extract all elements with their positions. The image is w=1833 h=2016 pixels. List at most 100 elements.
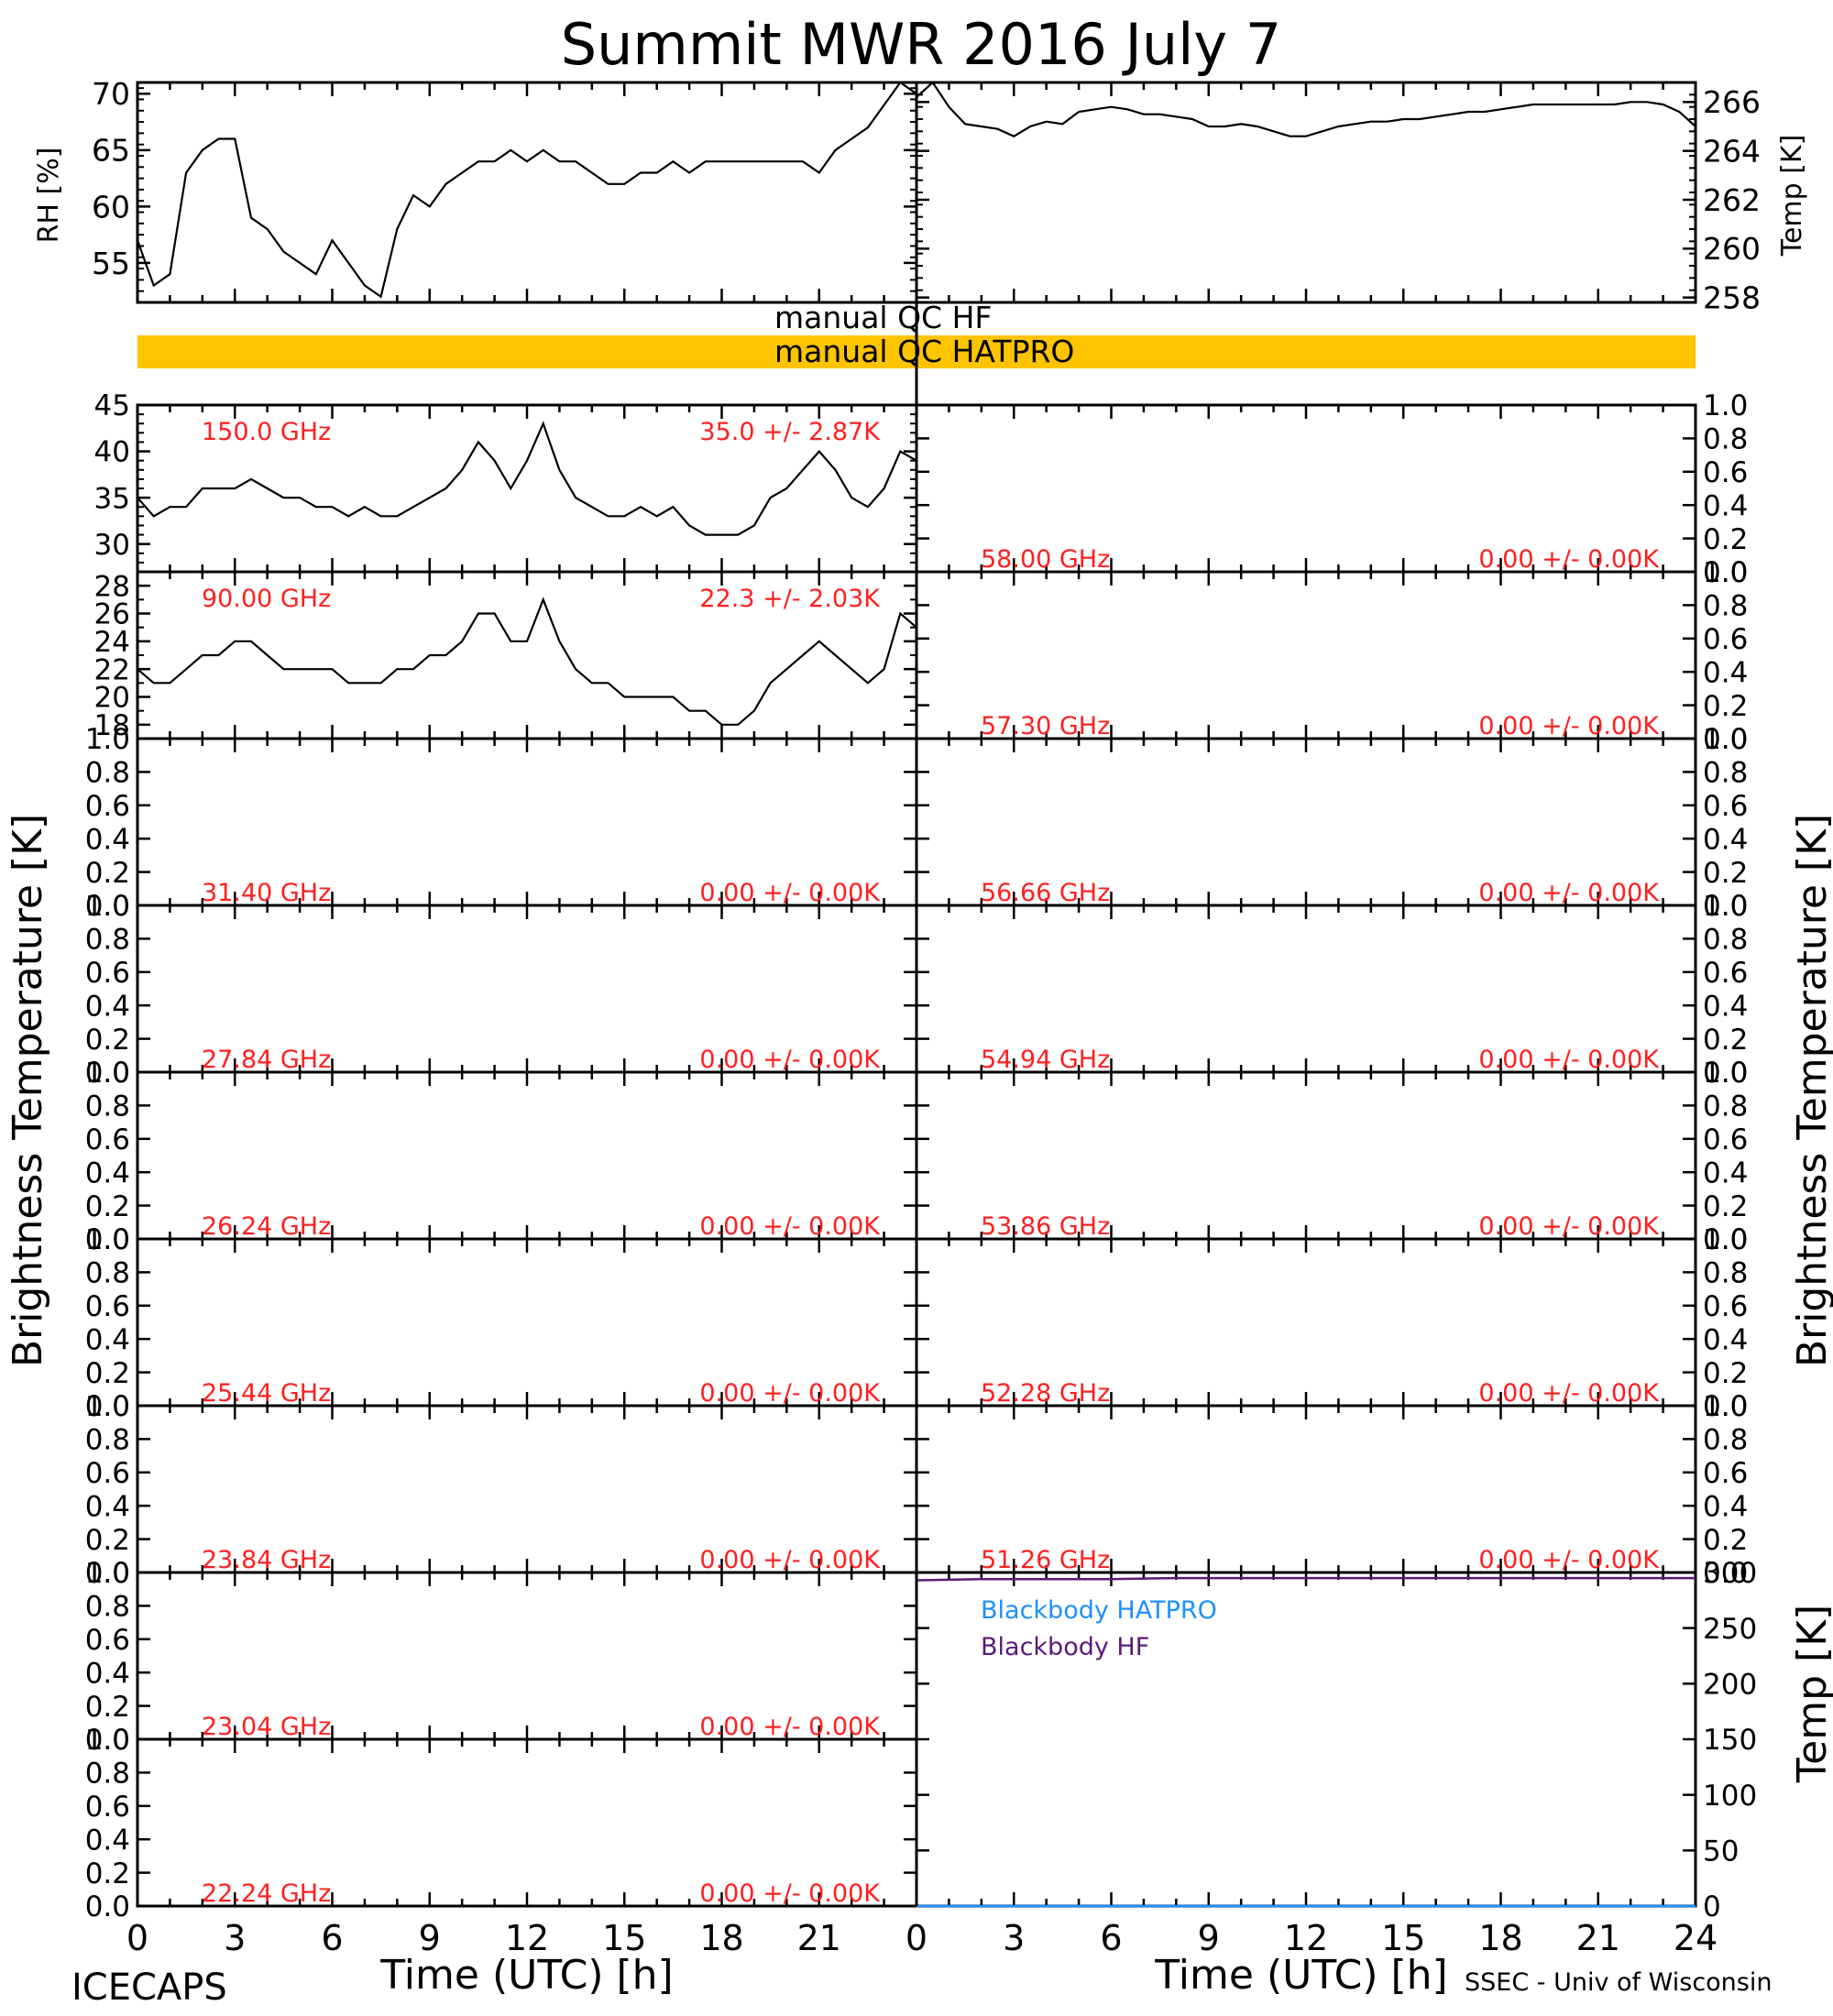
panel-frame-temp <box>915 81 1697 304</box>
qc-hatpro-label: manual QC HATPRO <box>774 334 1074 369</box>
series-line-temp <box>916 81 1696 137</box>
y-tick-label-tb_5494: 0.0 <box>1703 1057 1748 1090</box>
stat-label-tb_5666: 0.00 +/- 0.00K <box>1478 879 1660 907</box>
y-tick-label-tb_5126: 0.0 <box>1703 1557 1748 1590</box>
y-tick-label-tb_26: 0.2 <box>85 1190 130 1223</box>
y-tick-label-tb_573: 1.0 <box>1703 556 1748 589</box>
x-tick-label-left: 0 <box>126 1918 148 1958</box>
y-tick-label-tb_238: 0.2 <box>85 1524 130 1557</box>
y-tick-label-tb_26: 1.0 <box>85 1057 130 1090</box>
x-tick-label-right: 9 <box>1198 1918 1220 1958</box>
y-tick-label-temp: 264 <box>1703 134 1761 170</box>
freq-label-tb_5386: 53.86 GHz <box>981 1212 1110 1241</box>
freq-label-tb_5228: 52.28 GHz <box>981 1379 1110 1408</box>
x-tick-label-right: 6 <box>1100 1918 1122 1958</box>
x-tick-label-left: 12 <box>505 1918 549 1958</box>
y-tick-label-tb_5386: 0.0 <box>1703 1223 1748 1256</box>
freq-label-tb_5126: 51.26 GHz <box>981 1546 1110 1574</box>
y-tick-label-tb_25: 0.4 <box>85 1323 130 1356</box>
y-tick-label-tb_150: 40 <box>94 436 130 469</box>
x-tick-label-right: 15 <box>1381 1918 1425 1958</box>
figure-title: Summit MWR 2016 July 7 <box>561 11 1281 78</box>
y-tick-label-tb_573: 0.0 <box>1703 723 1748 756</box>
ylabel-temp: Temp [K] <box>1776 135 1808 257</box>
legend-blackbody-hf: Blackbody HF <box>981 1633 1149 1661</box>
stat-label-tb_5228: 0.00 +/- 0.00K <box>1478 1379 1660 1408</box>
y-tick-label-temp: 258 <box>1703 280 1761 316</box>
stat-label-tb_5126: 0.00 +/- 0.00K <box>1478 1546 1660 1574</box>
y-tick-label-tb_31: 0.6 <box>85 790 130 823</box>
y-tick-label-tb_5228: 0.2 <box>1703 1357 1748 1390</box>
y-tick-label-tb_90: 22 <box>94 653 130 686</box>
y-tick-label-tb_26: 0.6 <box>85 1123 130 1156</box>
y-tick-label-tb_222: 0.4 <box>85 1824 130 1857</box>
freq-label-tb_573: 57.30 GHz <box>981 712 1110 740</box>
y-tick-label-tb_5228: 1.0 <box>1703 1223 1748 1256</box>
stat-label-tb_58: 0.00 +/- 0.00K <box>1478 545 1660 574</box>
stat-label-tb_222: 0.00 +/- 0.00K <box>699 1879 881 1908</box>
x-tick-label-left: 9 <box>419 1918 441 1958</box>
y-tick-label-tb_238: 0.6 <box>85 1457 130 1490</box>
y-tick-label-tb_25: 0.0 <box>85 1390 130 1423</box>
y-tick-label-tb_230: 0.8 <box>85 1591 130 1624</box>
y-tick-label-tb_5386: 1.0 <box>1703 1057 1748 1090</box>
y-tick-label-blackbody: 300 <box>1703 1557 1757 1590</box>
y-tick-label-tb_230: 0.4 <box>85 1657 130 1690</box>
xlabel-right: Time (UTC) [h] <box>1154 1952 1447 1999</box>
y-tick-label-temp: 260 <box>1703 231 1761 267</box>
y-tick-label-tb_5666: 1.0 <box>1703 723 1748 756</box>
y-tick-label-tb_5666: 0.8 <box>1703 757 1748 790</box>
freq-label-tb_150: 150.0 GHz <box>202 418 331 446</box>
footer-icecaps: ICECAPS <box>71 1967 227 2009</box>
series-line-blackbody-1 <box>916 1576 1696 1582</box>
y-tick-label-tb_26: 0.0 <box>85 1223 130 1256</box>
xlabel-left: Time (UTC) [h] <box>379 1952 673 1999</box>
y-tick-label-tb_5126: 0.8 <box>1703 1424 1748 1457</box>
y-tick-label-tb_25: 0.2 <box>85 1357 130 1390</box>
ylabel-right-blackbody: Temp [K] <box>1789 1605 1833 1783</box>
ylabel-right-tb: Brightness Temperature [K] <box>1789 814 1833 1367</box>
y-tick-label-temp: 266 <box>1703 84 1761 120</box>
y-tick-label-tb_5494: 0.4 <box>1703 990 1748 1023</box>
x-tick-label-right: 18 <box>1478 1918 1522 1958</box>
series-line-tb_90 <box>137 597 917 726</box>
x-tick-label-right: 21 <box>1576 1918 1620 1958</box>
y-tick-label-tb_5126: 0.4 <box>1703 1490 1748 1523</box>
y-tick-label-rh: 65 <box>92 133 130 169</box>
y-tick-label-tb_5494: 1.0 <box>1703 890 1748 923</box>
panel-frame-rh <box>136 81 918 304</box>
y-tick-label-tb_31: 0.4 <box>85 823 130 856</box>
x-tick-label-left: 6 <box>321 1918 343 1958</box>
y-tick-label-tb_230: 0.6 <box>85 1624 130 1657</box>
y-tick-label-tb_150: 45 <box>94 389 130 422</box>
freq-label-tb_238: 23.84 GHz <box>202 1546 331 1574</box>
y-tick-label-tb_5666: 0.0 <box>1703 890 1748 923</box>
ylabel-left-tb: Brightness Temperature [K] <box>5 814 51 1367</box>
y-tick-label-tb_150: 30 <box>94 529 130 562</box>
y-tick-label-tb_90: 26 <box>94 598 130 631</box>
y-tick-label-tb_90: 28 <box>94 570 130 603</box>
y-tick-label-tb_31: 1.0 <box>85 723 130 756</box>
y-tick-label-tb_5666: 0.4 <box>1703 823 1748 856</box>
freq-label-tb_230: 23.04 GHz <box>202 1713 331 1741</box>
freq-label-tb_90: 90.00 GHz <box>202 585 331 613</box>
y-tick-label-tb_25: 0.8 <box>85 1257 130 1290</box>
y-tick-label-tb_238: 0.8 <box>85 1424 130 1457</box>
ylabel-rh: RH [%] <box>33 148 65 244</box>
y-tick-label-tb_5494: 0.2 <box>1703 1024 1748 1057</box>
y-tick-label-rh: 60 <box>92 189 130 225</box>
y-tick-label-tb_573: 0.4 <box>1703 656 1748 689</box>
freq-label-tb_27: 27.84 GHz <box>202 1046 331 1074</box>
y-tick-label-blackbody: 0 <box>1703 1890 1721 1923</box>
y-tick-label-tb_5228: 0.4 <box>1703 1323 1748 1356</box>
y-tick-label-rh: 70 <box>92 76 130 112</box>
y-tick-label-tb_31: 0.0 <box>85 890 130 923</box>
y-tick-label-tb_222: 1.0 <box>85 1724 130 1757</box>
stat-label-tb_25: 0.00 +/- 0.00K <box>699 1379 881 1408</box>
stat-label-tb_230: 0.00 +/- 0.00K <box>699 1713 881 1741</box>
qc-hf-label: manual QC HF <box>774 300 992 335</box>
y-tick-label-tb_58: 0.6 <box>1703 456 1748 489</box>
y-tick-label-tb_27: 0.4 <box>85 990 130 1023</box>
y-tick-label-blackbody: 250 <box>1703 1613 1757 1646</box>
